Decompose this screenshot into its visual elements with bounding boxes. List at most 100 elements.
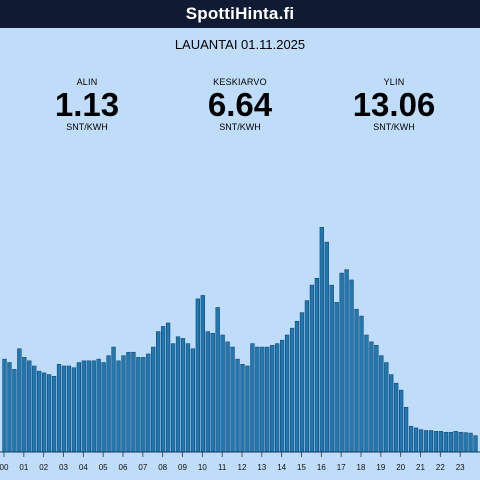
price-bar	[131, 351, 136, 453]
price-bar	[42, 372, 47, 453]
price-bar	[116, 360, 121, 453]
price-bar	[284, 334, 290, 453]
stat-avg: KESKIARVO 6.64 SNT/KWH	[170, 77, 310, 132]
price-bar	[22, 357, 27, 453]
price-bar	[289, 327, 295, 453]
x-tick-label: 11	[218, 463, 227, 472]
price-bar	[71, 367, 77, 453]
price-bar	[448, 431, 453, 453]
price-bar	[76, 362, 81, 453]
price-bar	[161, 326, 166, 453]
price-bar	[245, 365, 250, 453]
x-tick-label: 07	[138, 463, 147, 472]
price-bar	[240, 364, 245, 453]
x-tick-label: 02	[39, 463, 48, 472]
price-bar	[56, 364, 62, 453]
price-bar	[17, 348, 22, 453]
stat-min: ALIN 1.13 SNT/KWH	[17, 77, 157, 132]
price-bar	[101, 362, 106, 453]
x-tick-label: 17	[337, 463, 346, 472]
x-tick-label: 21	[416, 463, 425, 472]
price-bar	[81, 360, 86, 453]
price-bar	[473, 435, 478, 453]
price-bar	[215, 307, 220, 453]
price-bar	[369, 341, 374, 453]
x-tick-label: 15	[297, 463, 306, 472]
price-bar	[384, 362, 389, 453]
price-bar	[61, 365, 67, 453]
x-tick-label: 00	[0, 463, 9, 472]
price-bar	[324, 241, 329, 453]
price-bar	[96, 358, 101, 453]
price-bar	[106, 355, 111, 453]
price-bar	[354, 308, 359, 453]
price-bar	[111, 346, 116, 453]
x-tick-label: 03	[59, 463, 68, 472]
price-bar	[453, 431, 458, 453]
price-bar	[349, 279, 354, 453]
price-bar	[255, 346, 260, 453]
price-bar	[304, 300, 310, 453]
price-bar	[314, 277, 319, 453]
x-tick-label: 18	[357, 463, 366, 472]
stat-avg-label: KESKIARVO	[213, 77, 267, 87]
x-tick-label: 01	[19, 463, 28, 472]
price-bar	[136, 357, 141, 453]
price-bar	[309, 284, 315, 453]
price-bar	[408, 425, 414, 453]
stat-min-label: ALIN	[76, 77, 98, 87]
price-bar	[418, 429, 424, 453]
price-bar	[334, 302, 339, 453]
price-bar	[210, 333, 215, 453]
price-bar	[394, 382, 399, 453]
price-bar	[12, 369, 17, 453]
price-bar	[66, 365, 72, 453]
stat-max-label: YLIN	[383, 77, 405, 87]
x-tick-label: 13	[257, 463, 266, 472]
price-bar	[260, 346, 265, 453]
price-bar	[205, 331, 210, 453]
price-bar	[389, 374, 394, 453]
stat-min-unit: SNT/KWH	[66, 122, 108, 132]
price-bar	[329, 284, 334, 453]
price-bar	[364, 334, 369, 453]
stat-min-value: 1.13	[54, 86, 120, 123]
date-label: LAUANTAI 01.11.2025	[174, 37, 306, 52]
price-bar	[32, 365, 37, 453]
x-tick-label: 23	[456, 463, 465, 472]
price-bar	[200, 295, 205, 453]
price-bar	[265, 346, 270, 453]
price-bar	[423, 430, 429, 453]
price-bar	[270, 345, 275, 453]
price-bar	[121, 355, 126, 453]
x-tick-label: 16	[317, 463, 326, 472]
price-bar	[250, 343, 255, 453]
price-bar	[463, 432, 468, 453]
price-bar	[428, 430, 434, 453]
price-bar	[151, 346, 156, 453]
price-bar	[359, 315, 364, 453]
price-bar	[235, 358, 240, 453]
x-tick-label: 14	[277, 463, 286, 472]
stat-max-unit: SNT/KWH	[373, 122, 415, 132]
price-bar	[51, 376, 57, 453]
price-bar	[275, 343, 280, 453]
price-bar	[468, 432, 473, 453]
site-title[interactable]: SpottiHinta.fi	[185, 4, 295, 23]
price-bar	[339, 272, 344, 453]
price-bar	[438, 431, 443, 453]
price-bar	[319, 227, 324, 453]
price-bar	[413, 427, 419, 453]
price-bar	[141, 357, 146, 453]
price-bar	[46, 374, 52, 453]
price-bar	[379, 355, 384, 453]
price-bar	[91, 360, 96, 453]
stat-max: YLIN 13.06 SNT/KWH	[324, 77, 464, 132]
price-bar	[299, 312, 305, 453]
x-tick-label: 06	[119, 463, 128, 472]
x-tick-label: 19	[376, 463, 385, 472]
price-bar	[225, 341, 230, 453]
price-bar	[170, 343, 176, 453]
price-bar	[230, 346, 235, 453]
